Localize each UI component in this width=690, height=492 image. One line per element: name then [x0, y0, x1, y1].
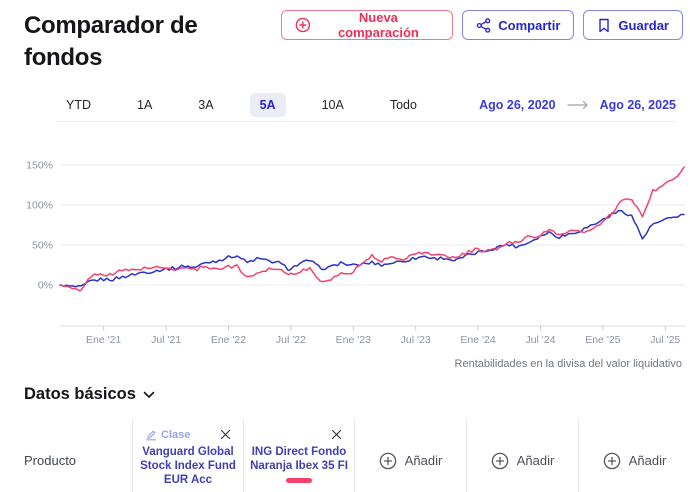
plus-circle-icon — [295, 17, 310, 33]
add-label: Añadir — [628, 453, 667, 468]
product-name-link[interactable]: ING Direct Fondo Naranja Ibex 35 FI — [250, 446, 348, 472]
x-axis-label: Ene '21 — [86, 334, 121, 346]
bookmark-icon — [599, 18, 610, 32]
edit-icon — [145, 430, 157, 440]
x-axis-label: Ene '22 — [211, 334, 246, 346]
add-product-cell: Añadir — [579, 419, 690, 492]
remove-product-button[interactable] — [218, 427, 233, 442]
x-axis-label: Jul '23 — [401, 334, 431, 346]
range-tab-ytd[interactable]: YTD — [56, 93, 101, 117]
range-tabs: YTD 1A 3A 5A 10A Todo — [56, 93, 427, 117]
x-axis-label: Jul '22 — [276, 334, 306, 346]
range-tab-5a-selected[interactable]: 5A — [249, 93, 286, 117]
close-icon — [220, 429, 231, 440]
chart-area: 0% 50% 100% 150% Ene '21 Jul '21 Ene '22 Jul '2… — [0, 152, 690, 352]
y-axis-label: 150% — [26, 160, 53, 172]
x-axis-label: Jul '21 — [151, 334, 181, 346]
y-axis-label: 100% — [26, 200, 53, 212]
close-icon — [331, 429, 342, 440]
series-line-1 — [59, 166, 685, 292]
date-range: Ago 26, 2020 Ago 26, 2025 — [479, 98, 676, 112]
add-product-cell: Añadir — [355, 419, 467, 492]
product-row: Producto Clase — [0, 419, 690, 492]
x-axis-label: Ene '23 — [336, 334, 371, 346]
page-title: Comparador de fondos — [24, 12, 198, 71]
new-comparison-label: Nueva comparación — [337, 10, 419, 40]
add-product-cell: Añadir — [467, 419, 579, 492]
share-icon — [477, 17, 491, 33]
remove-product-button[interactable] — [329, 427, 344, 442]
product-cell-vanguard: Clase Vanguard Global Stock Index Fund E… — [133, 419, 244, 492]
section-title: Datos básicos — [24, 385, 136, 403]
chart-toolbar: YTD 1A 3A 5A 10A Todo Ago 26, 2020 Ago 2… — [56, 93, 676, 122]
add-product-button[interactable]: Añadir — [379, 452, 443, 470]
y-axis-label: 50% — [32, 240, 53, 252]
add-product-button[interactable]: Añadir — [491, 452, 555, 470]
range-tab-3a[interactable]: 3A — [188, 93, 223, 117]
range-tab-1a[interactable]: 1A — [127, 93, 162, 117]
row-header-producto: Producto — [0, 419, 133, 492]
plus-circle-icon — [491, 452, 508, 469]
series-line-0 — [59, 209, 685, 288]
new-comparison-button[interactable]: Nueva comparación — [280, 10, 454, 40]
series-color-swatch — [286, 478, 312, 483]
x-axis-label: Ene '25 — [585, 334, 620, 346]
share-button[interactable]: Compartir — [462, 10, 575, 40]
x-axis-label: Ene '24 — [460, 334, 495, 346]
plus-circle-icon — [603, 452, 620, 469]
range-tab-10a[interactable]: 10A — [312, 93, 354, 117]
product-cell-ing: ING Direct Fondo Naranja Ibex 35 FI — [244, 419, 355, 492]
share-class-badge[interactable]: Clase — [145, 429, 190, 441]
datos-basicos-toggle[interactable]: Datos básicos — [24, 385, 155, 404]
x-axis-label: Jul '25 — [650, 334, 680, 346]
range-tab-todo[interactable]: Todo — [380, 93, 427, 117]
share-class-label: Clase — [161, 428, 191, 441]
product-name-link[interactable]: Vanguard Global Stock Index Fund EUR Acc — [140, 446, 236, 486]
share-label: Compartir — [498, 17, 561, 33]
basic-data-table: Producto Clase — [0, 419, 690, 492]
date-to-picker[interactable]: Ago 26, 2025 — [599, 98, 676, 112]
save-button[interactable]: Guardar — [583, 10, 683, 40]
arrow-right-icon — [566, 100, 588, 110]
chart-footnote: Rentabilidades en la divisa del valor li… — [454, 358, 682, 370]
header-actions: Nueva comparación Compartir Guardar — [280, 10, 683, 40]
header: Comparador de fondos Nueva comparación C… — [0, 0, 690, 74]
date-from-picker[interactable]: Ago 26, 2020 — [479, 98, 556, 112]
x-axis-label: Jul '24 — [525, 334, 555, 346]
add-label: Añadir — [404, 453, 443, 468]
plus-circle-icon — [379, 452, 396, 469]
add-product-button[interactable]: Añadir — [603, 452, 667, 470]
comparison-chart[interactable]: 0% 50% 100% 150% Ene '21 Jul '21 Ene '22 Jul '2… — [0, 152, 690, 352]
add-label: Añadir — [516, 453, 555, 468]
y-axis-label: 0% — [38, 280, 53, 292]
save-label: Guardar — [618, 17, 669, 33]
chevron-down-icon — [143, 391, 155, 398]
